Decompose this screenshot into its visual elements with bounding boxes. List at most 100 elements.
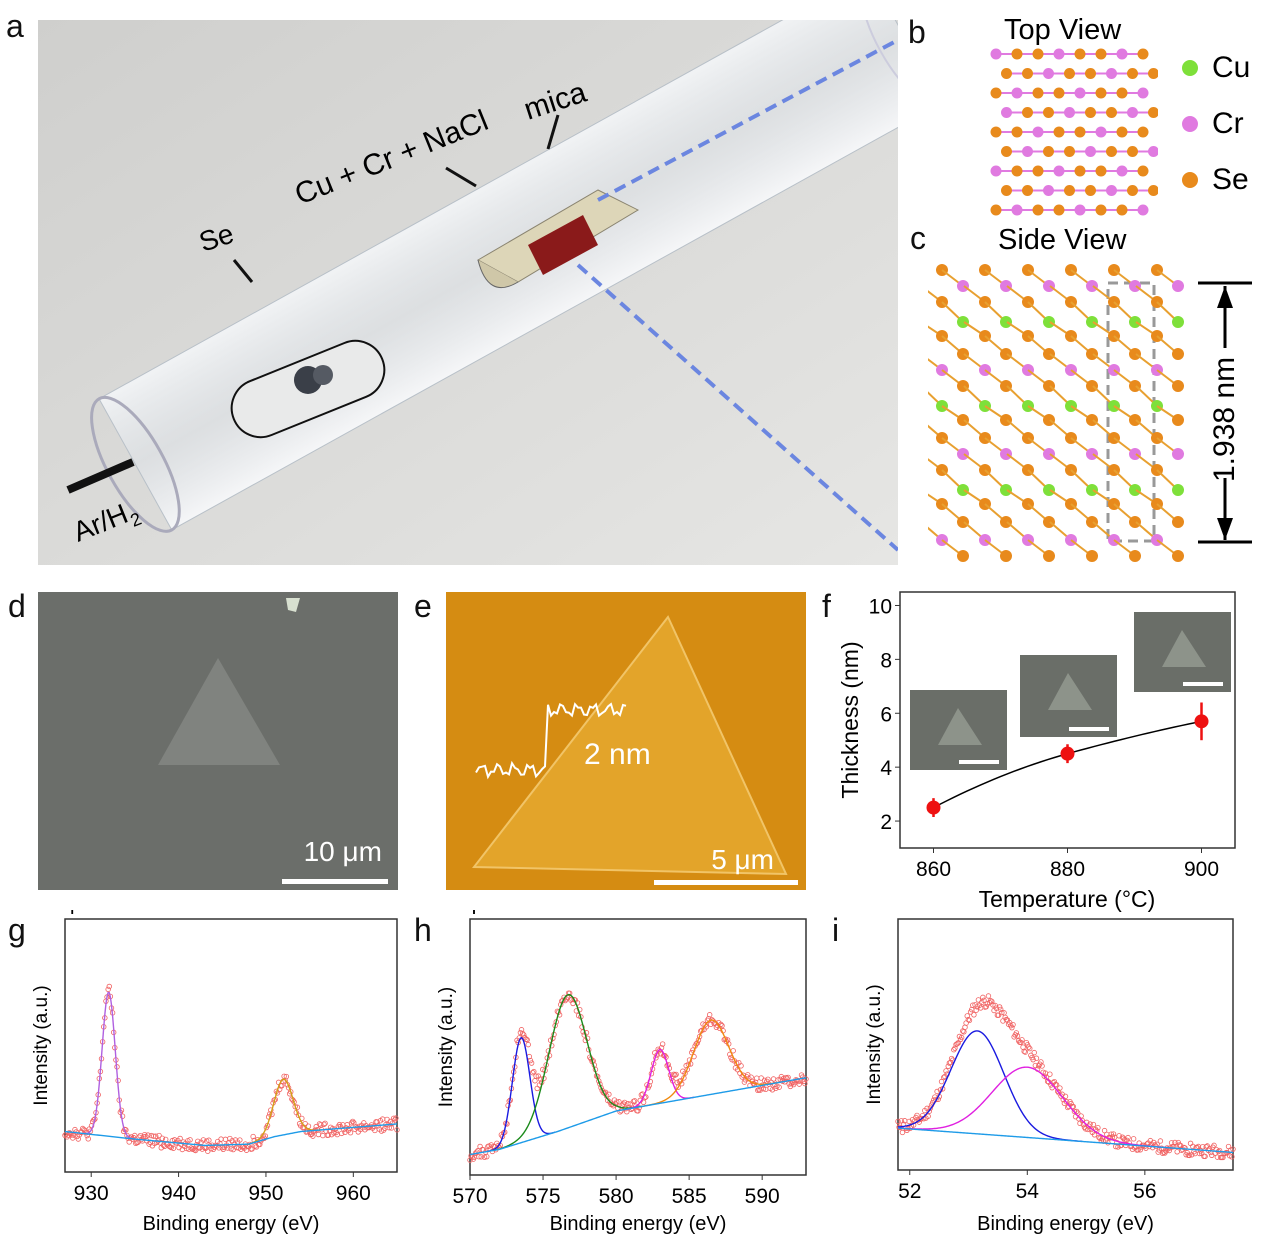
atom xyxy=(1043,550,1055,562)
data-point xyxy=(167,1144,173,1150)
data-point xyxy=(1082,1126,1089,1132)
data-point xyxy=(322,1120,328,1127)
data-point xyxy=(755,1087,761,1094)
data-point xyxy=(481,1154,488,1160)
legend-se: Se xyxy=(1182,152,1250,208)
data-point xyxy=(222,1136,229,1143)
atom xyxy=(1129,448,1141,460)
atom xyxy=(1032,48,1044,60)
atom xyxy=(1116,126,1128,138)
cr-xps-chart: 570575580585590Cr 2p3/2Cr 2p1/2Binding e… xyxy=(436,910,809,1235)
atom xyxy=(1032,126,1044,138)
x-tick-label: 585 xyxy=(672,1185,707,1208)
atom xyxy=(1172,348,1184,360)
data-point xyxy=(989,998,995,1005)
atom xyxy=(1000,348,1012,360)
legend-se-label: Se xyxy=(1212,163,1249,196)
atom xyxy=(1043,146,1054,157)
atom xyxy=(1053,204,1065,216)
afm-flake xyxy=(471,615,788,876)
atom xyxy=(1172,550,1184,562)
x-tick-label: 900 xyxy=(1184,858,1219,881)
data-point xyxy=(1222,1150,1228,1157)
flake-triangle xyxy=(1162,630,1206,667)
y-tick-label: 8 xyxy=(880,649,892,672)
atom xyxy=(1086,316,1098,328)
fitted-peak xyxy=(245,1078,322,1145)
panel-label-e: e xyxy=(414,588,432,624)
atom xyxy=(1043,107,1054,118)
atom xyxy=(1011,87,1023,99)
atom xyxy=(1043,448,1055,460)
peak-label-subscript: 3/2 xyxy=(864,910,882,913)
data-point xyxy=(388,1125,395,1131)
data-point xyxy=(187,1137,193,1143)
dimension-marker xyxy=(1198,281,1252,544)
dimension-label: 1.938 nm xyxy=(1208,356,1241,482)
data-point xyxy=(926,800,941,815)
atom-legend: Cu Cr Se xyxy=(1182,40,1250,208)
x-tick-label: 580 xyxy=(599,1185,634,1208)
atom xyxy=(1001,185,1012,196)
data-point xyxy=(364,1125,370,1131)
data-point xyxy=(532,1078,538,1084)
data-point xyxy=(67,1130,74,1137)
x-tick-label: 56 xyxy=(1133,1180,1156,1203)
x-tick-label: 880 xyxy=(1050,858,1085,881)
data-point xyxy=(524,1037,530,1043)
data-point xyxy=(1025,1044,1032,1050)
data-point xyxy=(671,1071,677,1078)
data-point xyxy=(617,1109,623,1115)
data-point xyxy=(1039,1063,1045,1069)
atom xyxy=(990,126,1002,138)
data-point xyxy=(386,1124,392,1131)
atom xyxy=(1137,204,1149,216)
atom xyxy=(1011,204,1023,216)
scale-bar xyxy=(282,879,388,884)
data-point xyxy=(1013,1030,1020,1036)
atom xyxy=(1043,414,1055,426)
peak-label-subscript: 1/2 xyxy=(30,910,48,913)
atom xyxy=(1022,146,1033,157)
atom xyxy=(1172,316,1184,328)
legend-cu-label: Cu xyxy=(1212,51,1251,84)
atom xyxy=(1148,107,1158,118)
atom xyxy=(1000,280,1012,292)
atom xyxy=(1043,280,1055,292)
atom xyxy=(1106,107,1117,118)
atom xyxy=(1000,516,1012,528)
data-point xyxy=(895,1118,901,1125)
data-point xyxy=(1137,1147,1144,1153)
atom xyxy=(1086,448,1098,460)
x-tick-label: 940 xyxy=(161,1182,196,1205)
data-point xyxy=(998,1006,1004,1013)
inset-optical-image-2 xyxy=(1020,655,1117,737)
data-point xyxy=(765,1076,771,1083)
data-point xyxy=(1229,1154,1235,1160)
atom xyxy=(1032,165,1044,177)
data-point xyxy=(159,1135,166,1142)
atom xyxy=(1172,414,1184,426)
data-point xyxy=(531,1068,537,1075)
cvd-schematic: Se Cu + Cr + NaCl mica Ar/H 2 xyxy=(38,20,898,565)
data-point xyxy=(675,1084,682,1090)
atom xyxy=(1129,484,1141,496)
y-tick-label: 10 xyxy=(869,595,892,618)
data-point xyxy=(518,1027,525,1033)
atom xyxy=(1137,126,1149,138)
data-point xyxy=(1057,1085,1063,1091)
atom xyxy=(1095,165,1107,177)
atom xyxy=(1095,48,1107,60)
data-point xyxy=(625,1101,631,1107)
data-point xyxy=(321,1121,327,1127)
atom xyxy=(1074,204,1086,216)
data-point xyxy=(153,1133,159,1139)
flake-triangle xyxy=(938,708,982,745)
atom xyxy=(1085,185,1096,196)
data-point xyxy=(579,1024,585,1030)
atom xyxy=(1086,516,1098,528)
data-point xyxy=(1220,1154,1226,1161)
data-point xyxy=(796,1081,802,1087)
x-axis-label: Binding energy (eV) xyxy=(550,1213,727,1235)
fitted-peak xyxy=(897,1066,1169,1149)
